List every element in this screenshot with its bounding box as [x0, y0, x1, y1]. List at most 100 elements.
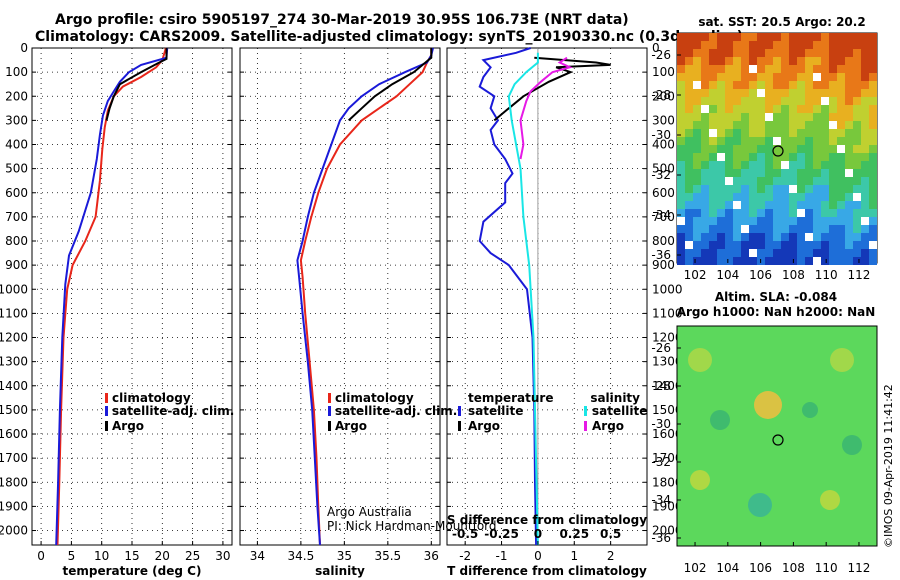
difference-top-axis-label: S difference from climatology [447, 513, 647, 527]
sst-cell [677, 233, 685, 241]
sst-cell [685, 49, 693, 57]
sst-cell [749, 225, 757, 233]
sst-cell [789, 49, 797, 57]
sst-cell [709, 105, 717, 113]
sst-cell [805, 121, 813, 129]
sst-cell [685, 217, 693, 225]
depth-tick-label: 2000 [0, 524, 28, 538]
difference-axis-label: T difference from climatology [447, 564, 647, 578]
sst-cell [693, 145, 701, 153]
sst-cell [741, 73, 749, 81]
sst-cell [717, 225, 725, 233]
sst-cell [797, 185, 805, 193]
sst-cell [709, 233, 717, 241]
sst-cell [765, 169, 773, 177]
sst-cell [773, 105, 781, 113]
series-line-difference-salinity-argo [519, 56, 573, 160]
sst-cell [733, 177, 741, 185]
sst-cell [749, 153, 757, 161]
sst-cell [853, 65, 861, 73]
sst-cell [861, 145, 869, 153]
x-tick-label: 0 [534, 549, 542, 563]
x-tick-label: 20 [155, 549, 170, 563]
depth-tick-label-right: 1900 [652, 499, 683, 513]
sst-cell [725, 161, 733, 169]
sst-cell [717, 105, 725, 113]
depth-tick-label-right: 1800 [652, 475, 683, 489]
sst-cell [709, 185, 717, 193]
sst-cell [805, 49, 813, 57]
sst-cell [701, 121, 709, 129]
depth-tick-label-right: 1600 [652, 427, 683, 441]
map-x-tick-label: 106 [749, 268, 772, 282]
sst-cell [733, 209, 741, 217]
depth-tick-label-right: 1000 [652, 282, 683, 296]
sst-cell [757, 41, 765, 49]
sst-cell [845, 121, 853, 129]
sst-cell [757, 225, 765, 233]
sst-cell [861, 129, 869, 137]
sst-cell [685, 257, 693, 265]
sst-cell [773, 97, 781, 105]
sst-cell [733, 137, 741, 145]
sst-cell [765, 129, 773, 137]
sst-cell [741, 233, 749, 241]
sst-cell [693, 65, 701, 73]
legend-t-argo: Argo [468, 419, 500, 433]
sst-cell [789, 233, 797, 241]
sst-cell [789, 161, 797, 169]
sst-cell [821, 113, 829, 121]
sst-cell [781, 65, 789, 73]
sst-cell [685, 145, 693, 153]
top-tick-label: 0.25 [559, 527, 589, 541]
sst-cell [725, 105, 733, 113]
sst-cell [757, 33, 765, 41]
sst-cell [677, 201, 685, 209]
sst-cell [853, 217, 861, 225]
sst-cell [781, 153, 789, 161]
sst-cell [853, 153, 861, 161]
sst-cell [789, 121, 797, 129]
sst-cell [821, 89, 829, 97]
x-tick-label: 10 [94, 549, 109, 563]
sst-cell [837, 201, 845, 209]
sst-cell [789, 137, 797, 145]
sst-cell [781, 201, 789, 209]
sst-cell [813, 209, 821, 217]
sst-cell [757, 113, 765, 121]
depth-tick-label: 100 [5, 65, 28, 79]
sst-cell [837, 217, 845, 225]
sst-cell [789, 249, 797, 257]
sst-cell [741, 153, 749, 161]
sst-cell [757, 193, 765, 201]
sst-cell [781, 217, 789, 225]
sst-cell [813, 257, 821, 265]
legend-t-satellite: satellite [468, 404, 523, 418]
sst-cell [805, 201, 813, 209]
sst-cell [861, 81, 869, 89]
sst-cell [733, 153, 741, 161]
sst-cell [677, 89, 685, 97]
depth-tick-label-right: 100 [652, 65, 675, 79]
sst-cell [805, 81, 813, 89]
series-line-salinity-argo [348, 48, 433, 122]
sst-cell [701, 33, 709, 41]
sst-cell [829, 105, 837, 113]
sst-cell [693, 89, 701, 97]
sst-cell [789, 81, 797, 89]
sst-cell [757, 105, 765, 113]
sst-cell [837, 81, 845, 89]
sst-cell [677, 217, 685, 225]
sst-cell [749, 73, 757, 81]
sst-cell [749, 89, 757, 97]
sst-cell [741, 193, 749, 201]
sst-cell [693, 105, 701, 113]
sst-cell [869, 185, 877, 193]
sst-cell [709, 137, 717, 145]
sst-cell [861, 185, 869, 193]
sst-cell [741, 49, 749, 57]
x-tick-label: 34.5 [288, 549, 315, 563]
sst-cell [837, 233, 845, 241]
depth-tick-label-right: 1100 [652, 306, 683, 320]
sst-cell [821, 161, 829, 169]
